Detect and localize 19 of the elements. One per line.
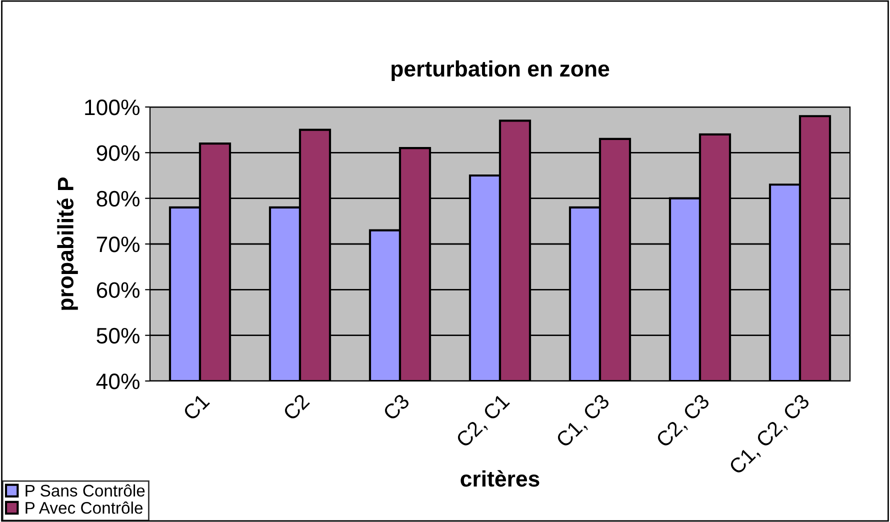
y-tick-label: 70% — [96, 236, 140, 252]
y-tick-label: 60% — [96, 282, 140, 298]
x-tick-label: C1, C2, C3 — [728, 393, 812, 477]
legend-label: P Sans Contrôle — [26, 484, 145, 497]
x-tick-label: C2, C1 — [455, 393, 512, 450]
x-tick-label: C3 — [382, 393, 410, 422]
x-tick-label: C2 — [282, 393, 310, 422]
x-axis-title: critères — [460, 470, 540, 487]
x-tick-label: C1 — [182, 393, 210, 422]
chart-title: perturbation en zone — [392, 60, 610, 82]
y-tick-label: 90% — [96, 145, 140, 161]
x-tick-label: C1, C3 — [555, 393, 612, 450]
x-tick-label: C2, C3 — [655, 393, 712, 450]
y-tick-label: 50% — [96, 328, 140, 344]
y-tick-label: 80% — [96, 190, 140, 207]
legend-label: P Avec Contrôle — [26, 502, 143, 514]
y-tick-label: 100% — [85, 100, 140, 116]
y-tick-label: 40% — [96, 374, 140, 390]
y-axis-title: propabilité P — [56, 177, 78, 310]
